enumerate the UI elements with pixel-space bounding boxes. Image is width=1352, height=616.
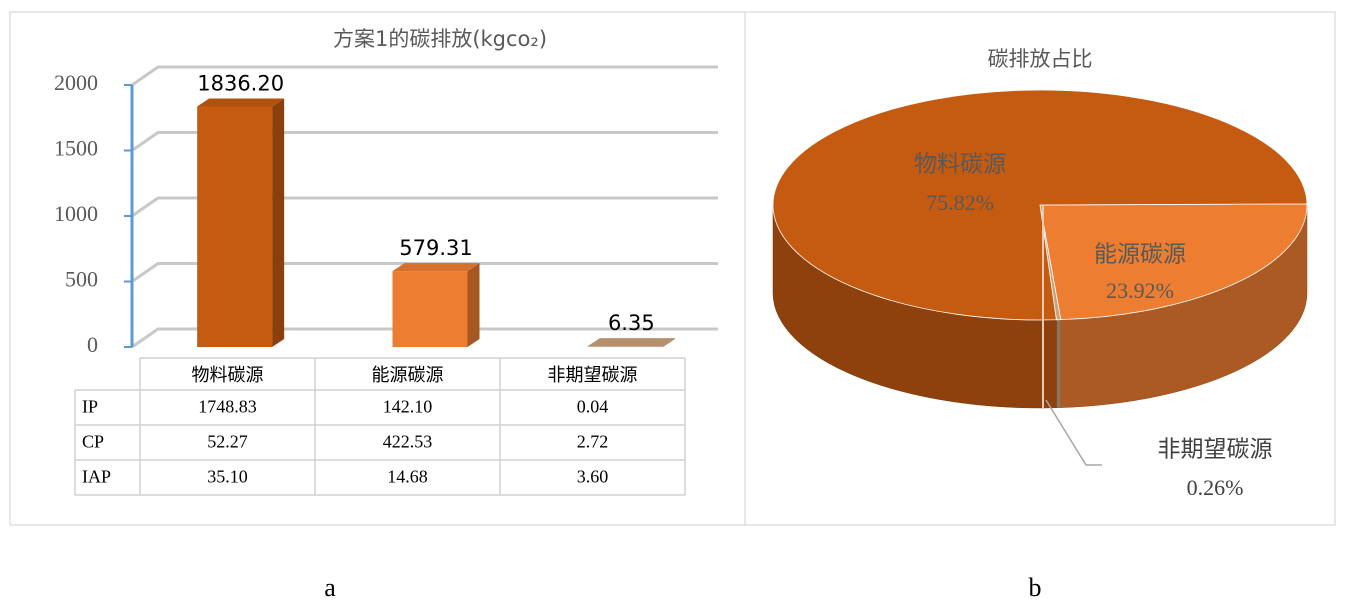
value-label: 6.35 — [608, 311, 655, 335]
value-label: 579.31 — [399, 236, 472, 260]
row-label: IAP — [82, 467, 111, 487]
y-tick-label: 2000 — [54, 70, 98, 95]
table-cell: 142.10 — [383, 397, 433, 417]
table-cell: 422.53 — [383, 432, 433, 452]
y-tick-label: 0 — [87, 332, 98, 357]
y-tick-label: 500 — [65, 267, 98, 292]
grid-line — [131, 131, 718, 152]
bar — [392, 271, 468, 347]
table-cell: 2.72 — [577, 432, 609, 452]
y-tick-label: 1500 — [54, 136, 98, 161]
bar-top — [197, 98, 285, 107]
row-label: IP — [82, 397, 98, 417]
pie-slice — [1039, 203, 1308, 321]
x-tick-label: 能源碳源 — [372, 365, 444, 386]
grid-line — [131, 65, 718, 87]
table-cell: 14.68 — [387, 467, 428, 487]
value-label: 23.92% — [1106, 278, 1174, 303]
row-label: CP — [82, 432, 104, 452]
bar-side — [662, 338, 675, 347]
caption: a — [324, 573, 336, 602]
table-cell: 35.10 — [207, 467, 248, 487]
grid-line — [131, 196, 718, 218]
grid-line — [131, 262, 718, 283]
slice-label: 能源碳源 — [1094, 242, 1186, 268]
pie-slice — [772, 89, 1308, 321]
slice-label: 非期望碳源 — [1158, 437, 1273, 463]
x-tick-label: 非期望碳源 — [548, 365, 638, 386]
value-label: 0.26% — [1187, 475, 1244, 500]
table-cell: 3.60 — [577, 467, 609, 487]
bar — [587, 346, 663, 347]
bar-top — [587, 338, 675, 347]
caption: b — [1029, 573, 1042, 602]
table-cell: 1748.83 — [198, 397, 257, 417]
table-cell: 0.04 — [577, 397, 609, 417]
panel-a — [9, 11, 746, 526]
x-tick-label: 物料碳源 — [192, 365, 264, 386]
leader-line — [1045, 399, 1102, 466]
slice-label: 物料碳源 — [914, 152, 1006, 178]
chart-title: 方案1的碳排放(kgco₂) — [333, 27, 547, 51]
table-cell: 52.27 — [207, 432, 248, 452]
value-label: 75.82% — [926, 190, 994, 215]
bar-side — [272, 98, 285, 348]
y-tick-label: 1000 — [54, 201, 98, 226]
value-label: 1836.20 — [197, 71, 284, 95]
chart-title: 碳排放占比 — [988, 47, 1093, 71]
grid-line — [131, 327, 718, 349]
bar — [197, 106, 273, 348]
bar-top — [392, 263, 480, 272]
bar-side — [467, 263, 480, 347]
pie-side — [1056, 319, 1062, 409]
